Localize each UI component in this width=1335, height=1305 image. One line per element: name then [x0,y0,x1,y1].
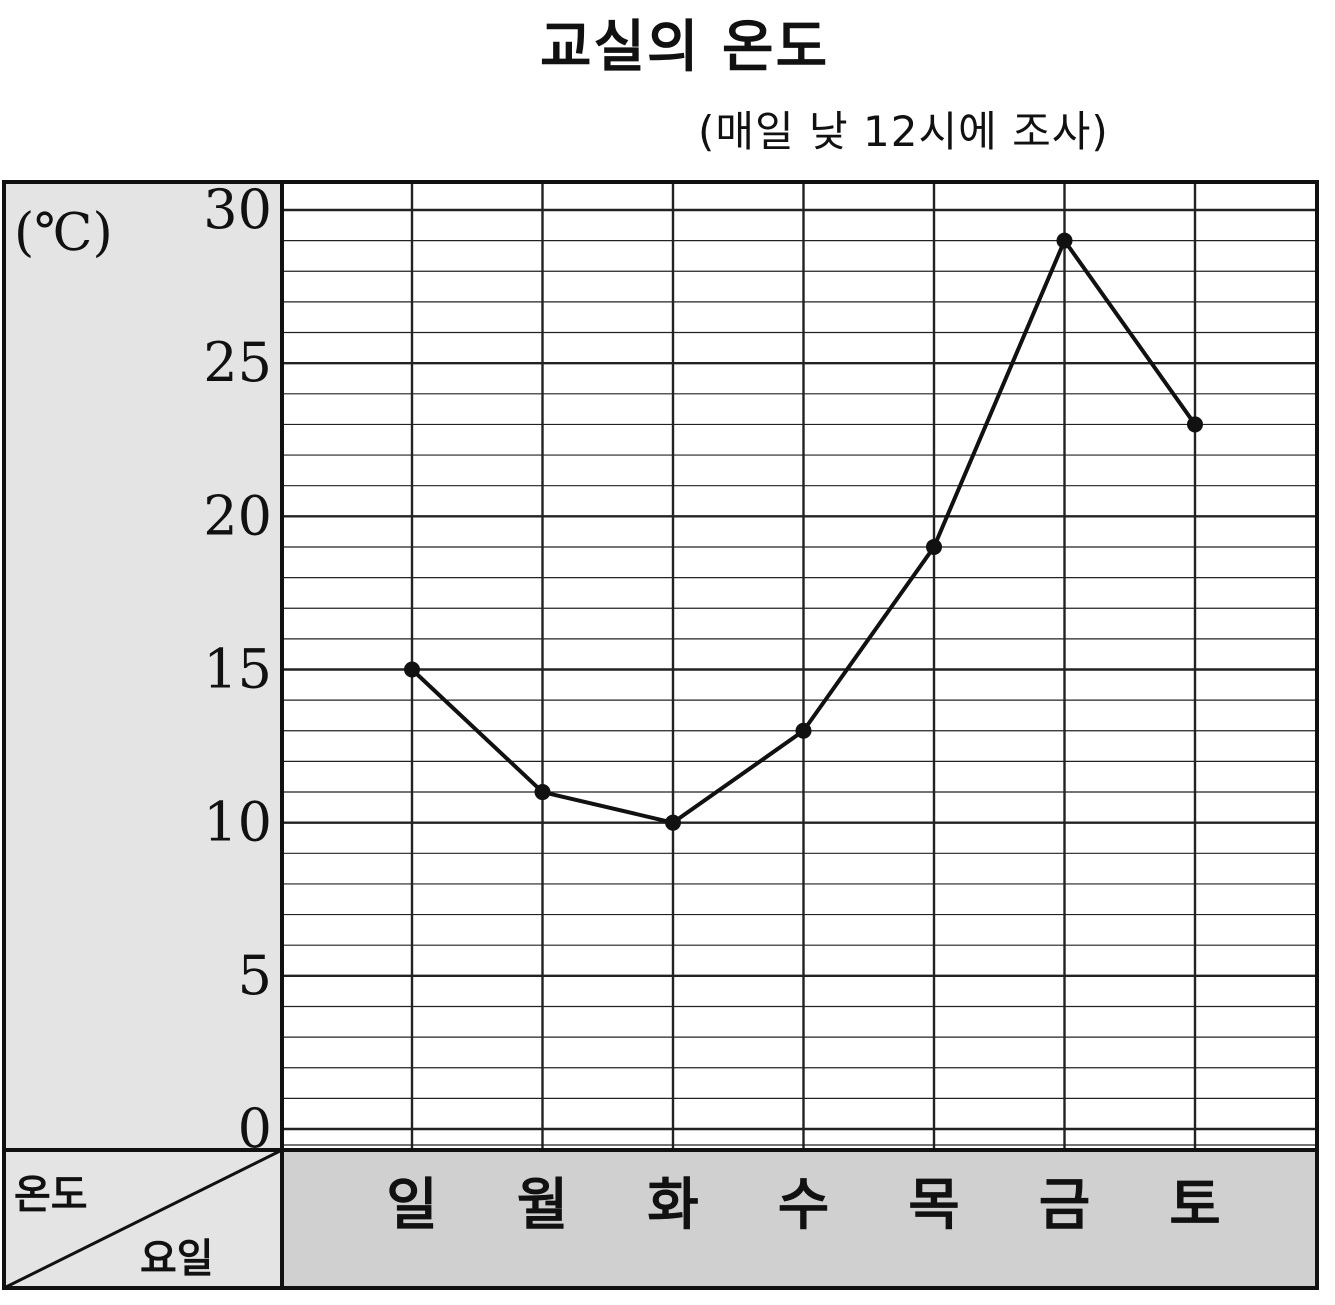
y-tick-label: 5 [238,944,272,1007]
data-point [404,661,420,678]
x-category-label: 수 [778,1173,830,1238]
corner-label-day: 요일 [140,1236,214,1282]
left-axis-panel [4,182,282,1150]
chart-frame [2,180,1319,1290]
y-tick-label: 15 [203,638,272,701]
x-category-label: 화 [647,1173,699,1238]
corner-label-temperature: 온도 [14,1172,88,1218]
x-category-label: 월 [517,1173,569,1238]
data-points [404,232,1203,831]
plot-area [282,182,1317,1150]
data-point [926,538,942,555]
x-category-label: 일 [386,1173,438,1238]
grid-lines [282,182,1317,1150]
data-point [665,814,681,831]
data-point [1056,232,1073,249]
chart-subtitle: (매일 낮 12시에 조사) [698,107,1109,156]
y-tick-label: 30 [203,178,272,241]
y-axis-unit-label: (℃) [14,203,113,263]
data-point [534,784,551,801]
x-category-label: 토 [1169,1173,1221,1238]
chart-title: 교실의 온도 [540,15,830,80]
y-tick-label: 25 [203,331,272,394]
category-footer [282,1150,1317,1288]
x-category-label: 금 [1039,1173,1091,1238]
corner-diagonal [3,1148,283,1290]
data-point [795,722,812,739]
x-category-label: 목 [908,1173,960,1238]
y-tick-label: 10 [203,791,272,854]
data-point [1187,416,1203,433]
y-tick-label: 20 [203,484,272,547]
